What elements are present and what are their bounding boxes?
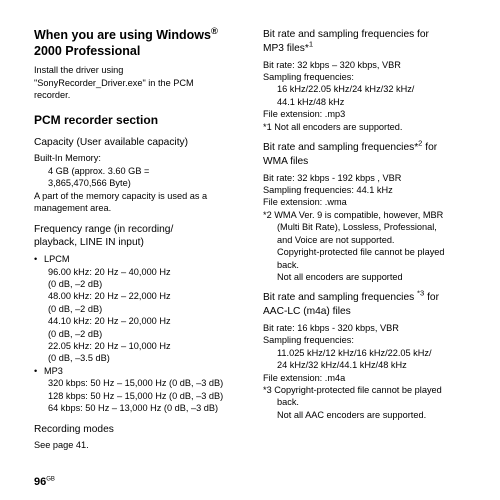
body-text: Sampling frequencies: xyxy=(263,71,474,83)
text: Bit rate and sampling frequencies for xyxy=(263,29,429,40)
body-text: and Voice are not supported. xyxy=(263,234,474,246)
body-text: (0 dB, –3.5 dB) xyxy=(34,352,245,364)
body-text: back. xyxy=(263,396,474,408)
body-text: 96.00 kHz: 20 Hz – 40,000 Hz xyxy=(34,266,245,278)
body-text: 22.05 kHz: 20 Hz – 10,000 Hz xyxy=(34,340,245,352)
body-text: File extension: .mp3 xyxy=(263,108,474,120)
footnote: *1 Not all encoders are supported. xyxy=(263,121,474,133)
body-text: Not all encoders are supported xyxy=(263,271,474,283)
text: Bit rate and sampling frequencies* xyxy=(263,142,418,153)
subhead-frequency: Frequency range (in recording/ playback,… xyxy=(34,223,245,251)
footnote-ref: 1 xyxy=(309,39,313,48)
body-text: management area. xyxy=(34,202,245,214)
subhead-wma: Bit rate and sampling frequencies*2 for … xyxy=(263,141,474,169)
body-text: (0 dB, –2 dB) xyxy=(34,303,245,315)
body-text: A part of the memory capacity is used as… xyxy=(34,190,245,202)
body-text: 44.10 kHz: 20 Hz – 20,000 Hz xyxy=(34,315,245,327)
left-column: When you are using Windows® 2000 Profess… xyxy=(34,28,245,452)
body-text: 128 kbps: 50 Hz – 15,000 Hz (0 dB, –3 dB… xyxy=(34,390,245,402)
heading-pcm-section: PCM recorder section xyxy=(34,112,245,128)
list-item: LPCM xyxy=(34,253,245,265)
body-text: Sampling frequencies: 44.1 kHz xyxy=(263,184,474,196)
body-text: 320 kbps: 50 Hz – 15,000 Hz (0 dB, –3 dB… xyxy=(34,377,245,389)
text: Frequency range (in recording/ xyxy=(34,224,173,235)
body-text: Bit rate: 16 kbps - 320 kbps, VBR xyxy=(263,322,474,334)
body-text: 24 kHz/32 kHz/44.1 kHz/48 kHz xyxy=(263,359,474,371)
text: playback, LINE IN input) xyxy=(34,237,144,248)
body-text: 4 GB (approx. 3.60 GB = xyxy=(34,165,245,177)
registered-mark: ® xyxy=(211,26,218,36)
body-text: "SonyRecorder_Driver.exe" in the PCM xyxy=(34,77,245,89)
body-text: Sampling frequencies: xyxy=(263,334,474,346)
two-column-layout: When you are using Windows® 2000 Profess… xyxy=(34,28,474,452)
text: 2000 Professional xyxy=(34,44,140,58)
body-text: Copyright-protected file cannot be playe… xyxy=(263,246,474,258)
heading-windows: When you are using Windows® 2000 Profess… xyxy=(34,28,245,59)
body-text: 48.00 kHz: 20 Hz – 22,000 Hz xyxy=(34,290,245,302)
body-text: 44.1 kHz/48 kHz xyxy=(263,96,474,108)
page-num-suffix: GB xyxy=(46,476,55,482)
footnote: *3 Copyright-protected file cannot be pl… xyxy=(263,384,474,396)
body-text: recorder. xyxy=(34,89,245,101)
page-number: 96GB xyxy=(34,476,55,488)
text: Bit rate and sampling frequencies xyxy=(263,292,417,303)
body-text: Bit rate: 32 kbps – 320 kbps, VBR xyxy=(263,59,474,71)
list-item: MP3 xyxy=(34,365,245,377)
body-text: File extension: .m4a xyxy=(263,372,474,384)
text: WMA files xyxy=(263,156,308,167)
body-text: 16 kHz/22.05 kHz/24 kHz/32 kHz/ xyxy=(263,83,474,95)
subhead-mp3: Bit rate and sampling frequencies for MP… xyxy=(263,28,474,56)
body-text: Install the driver using xyxy=(34,64,245,76)
text: for xyxy=(424,292,439,303)
body-text: File extension: .wma xyxy=(263,196,474,208)
body-text: (Multi Bit Rate), Lossless, Professional… xyxy=(263,221,474,233)
body-text: Bit rate: 32 kbps - 192 kbps , VBR xyxy=(263,172,474,184)
body-text: See page 41. xyxy=(34,439,245,451)
text: MP3 files* xyxy=(263,43,309,54)
body-text: 11.025 kHz/12 kHz/16 kHz/22.05 kHz/ xyxy=(263,347,474,359)
body-text: back. xyxy=(263,259,474,271)
body-text: Not all AAC encoders are supported. xyxy=(263,409,474,421)
footnote: *2 WMA Ver. 9 is compatible, however, MB… xyxy=(263,209,474,221)
text: AAC-LC (m4a) files xyxy=(263,306,351,317)
text: for xyxy=(422,142,437,153)
subhead-recording-modes: Recording modes xyxy=(34,423,245,437)
body-text: 64 kbps: 50 Hz – 13,000 Hz (0 dB, –3 dB) xyxy=(34,402,245,414)
page-num-value: 96 xyxy=(34,476,46,488)
subhead-capacity: Capacity (User available capacity) xyxy=(34,136,245,150)
body-text: (0 dB, –2 dB) xyxy=(34,278,245,290)
body-text: Built-In Memory: xyxy=(34,152,245,164)
subhead-aac: Bit rate and sampling frequencies *3 for… xyxy=(263,291,474,319)
text: When you are using Windows xyxy=(34,28,211,42)
body-text: 3,865,470,566 Byte) xyxy=(34,177,245,189)
body-text: (0 dB, –2 dB) xyxy=(34,328,245,340)
right-column: Bit rate and sampling frequencies for MP… xyxy=(263,28,474,452)
